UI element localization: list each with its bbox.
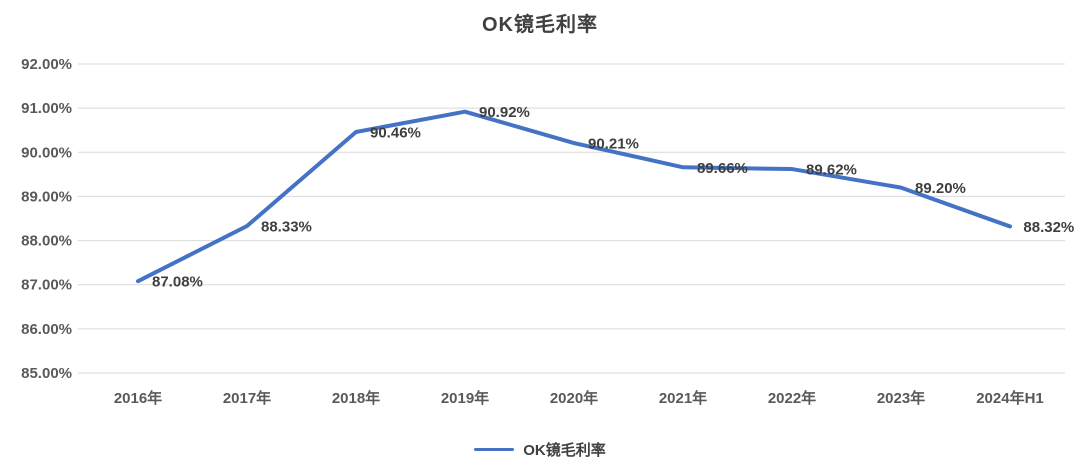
x-tick-label: 2019年 xyxy=(441,389,489,407)
y-tick-label: 86.00% xyxy=(21,321,72,338)
x-tick-label: 2020年 xyxy=(550,389,598,407)
data-label: 90.46% xyxy=(370,124,421,141)
legend: OK镜毛利率 xyxy=(0,439,1080,460)
x-tick-label: 2021年 xyxy=(659,389,707,407)
x-tick-label: 2022年 xyxy=(768,389,816,407)
y-tick-label: 89.00% xyxy=(21,188,72,205)
chart-title: OK镜毛利率 xyxy=(482,14,598,36)
legend-series-label: OK镜毛利率 xyxy=(523,442,606,459)
y-tick-label: 88.00% xyxy=(21,233,72,250)
data-label: 88.32% xyxy=(1023,219,1074,236)
x-tick-label: 2018年 xyxy=(332,389,380,407)
y-tick-label: 92.00% xyxy=(21,56,72,73)
data-label: 90.92% xyxy=(479,104,530,121)
data-label: 88.33% xyxy=(261,219,312,236)
legend-line-swatch xyxy=(474,448,515,451)
x-tick-label: 2023年 xyxy=(877,389,925,407)
data-label: 89.62% xyxy=(806,162,857,179)
x-tick-label: 2024年H1 xyxy=(976,389,1044,407)
data-label: 90.21% xyxy=(588,136,639,153)
data-label: 89.66% xyxy=(697,160,748,177)
data-label: 89.20% xyxy=(915,180,966,197)
data-label: 87.08% xyxy=(152,274,203,291)
chart-line xyxy=(136,109,1012,284)
y-tick-label: 90.00% xyxy=(21,144,72,161)
x-tick-label: 2016年 xyxy=(114,389,162,407)
y-tick-label: 91.00% xyxy=(21,100,72,117)
y-tick-label: 87.00% xyxy=(21,277,72,294)
y-tick-label: 85.00% xyxy=(21,365,72,382)
x-tick-label: 2017年 xyxy=(223,389,271,407)
